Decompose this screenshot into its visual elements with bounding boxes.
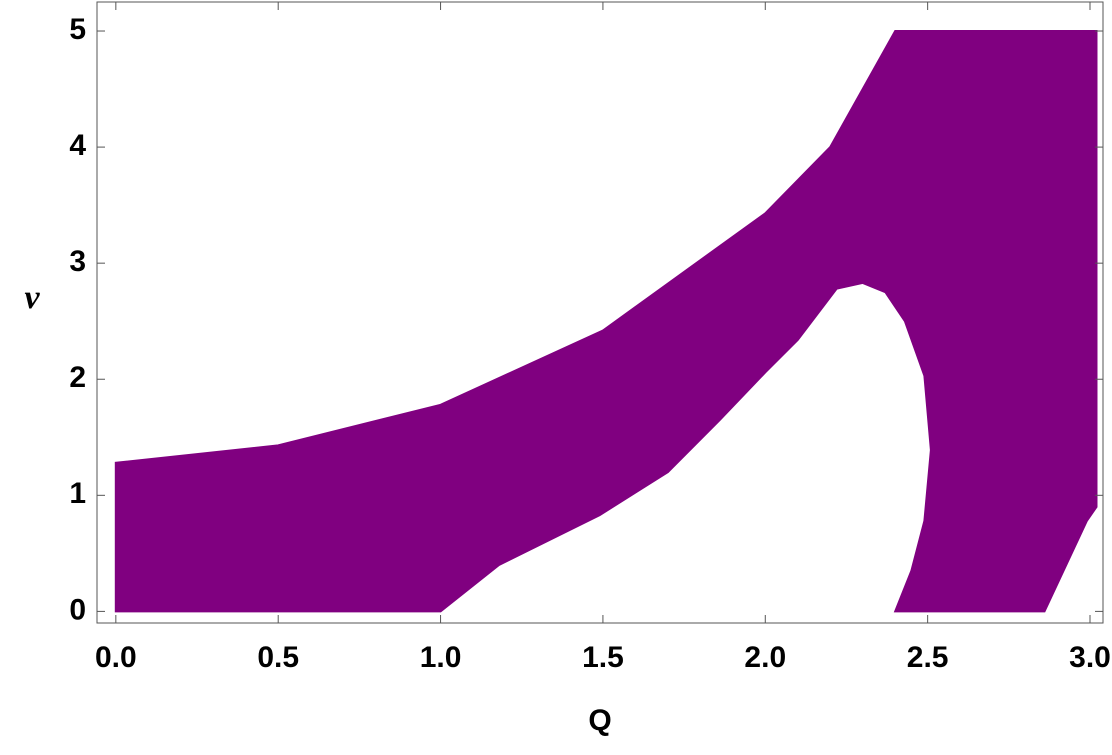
region bbox=[114, 30, 1098, 613]
plot-frame bbox=[96, 1, 1104, 624]
x-tick-label: 3.0 bbox=[1069, 641, 1111, 674]
y-tick-label: 5 bbox=[69, 13, 86, 46]
x-tick-label: 1.5 bbox=[582, 641, 624, 674]
x-axis-label: Q bbox=[588, 704, 611, 737]
y-tick-label: 2 bbox=[69, 361, 86, 394]
x-tick-label: 2.5 bbox=[907, 641, 949, 674]
x-tick-label: 0.5 bbox=[257, 641, 299, 674]
y-tick-label: 3 bbox=[69, 245, 86, 278]
y-tick-label: 0 bbox=[69, 593, 86, 626]
x-tick-label: 1.0 bbox=[420, 641, 462, 674]
y-tick-label: 1 bbox=[69, 477, 86, 510]
y-axis-label: ν bbox=[24, 279, 40, 316]
x-tick-label: 0.0 bbox=[95, 641, 137, 674]
y-tick-label: 4 bbox=[69, 129, 86, 162]
x-tick-label: 2.0 bbox=[744, 641, 786, 674]
